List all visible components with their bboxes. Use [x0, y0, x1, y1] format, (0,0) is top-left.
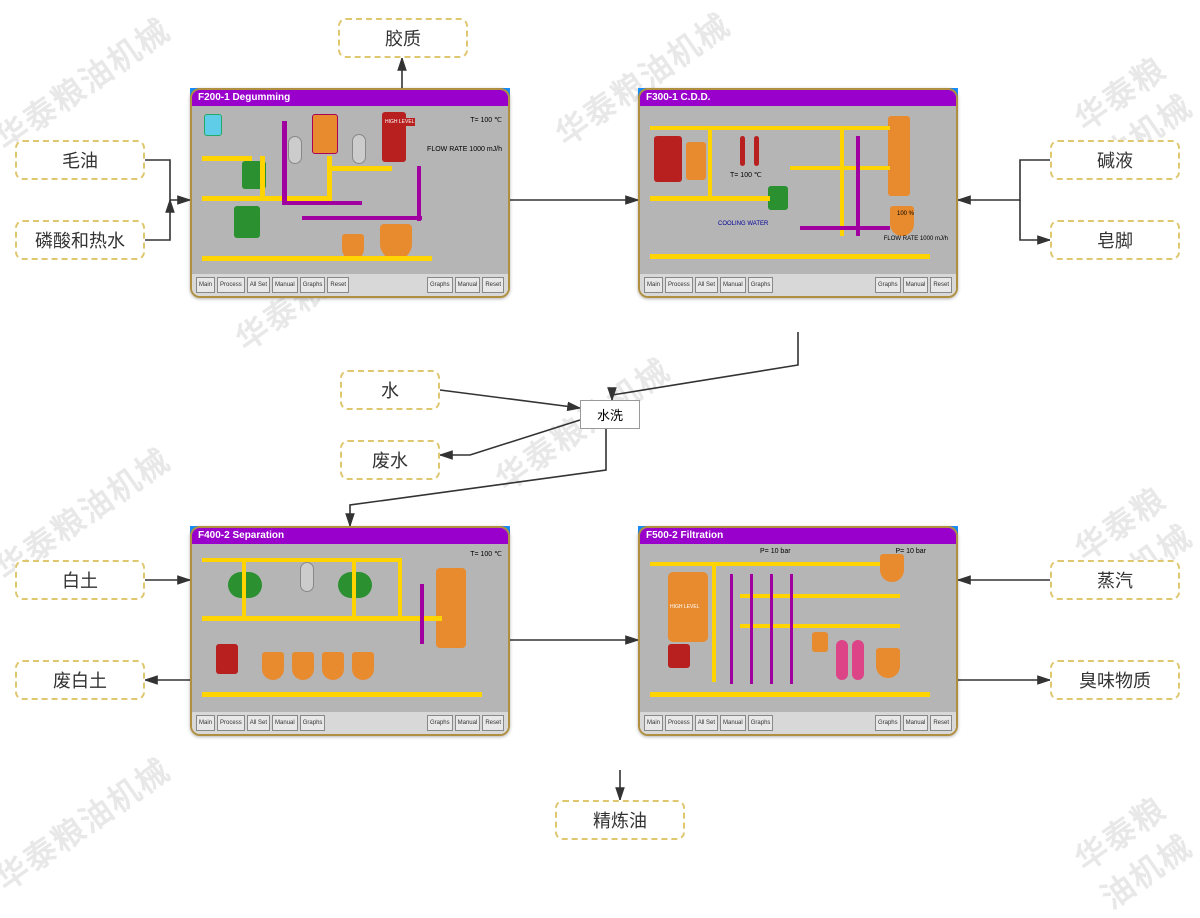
hmi-btn[interactable]: Reset	[327, 277, 349, 293]
hmi-flow: FLOW RATE 1000 mJ/h	[884, 236, 948, 242]
hmi-flow: FLOW RATE 1000 mJ/h	[427, 146, 502, 153]
hmi-btn[interactable]: Graphs	[748, 277, 774, 293]
stage-decoloring: F400-2 Separation T= 100 ℃ Main Process	[190, 526, 510, 560]
hmi-body: T= 100 ℃ FLOW RATE 1000 mJ/h HIGH LEVEL	[192, 106, 508, 274]
hmi-level: 100 %	[897, 211, 914, 217]
io-soapstock: 皂脚	[1050, 220, 1180, 260]
hmi-btn[interactable]: Manual	[455, 715, 481, 731]
hmi-btn[interactable]: Main	[196, 715, 215, 731]
hmi-body: T= 100 ℃	[192, 544, 508, 712]
hmi-temp: T= 100 ℃	[470, 116, 502, 124]
hmi-high-level: HIGH LEVEL	[670, 604, 699, 610]
io-alkali: 碱液	[1050, 140, 1180, 180]
hmi-btn[interactable]: Graphs	[300, 715, 326, 731]
hmi-footer: Main Process All Set Manual Graphs Graph…	[640, 712, 956, 734]
hmi-header: F500-2 Filtration	[640, 528, 956, 544]
hmi-btn[interactable]: Graphs	[875, 277, 901, 293]
hmi-btn[interactable]: All Set	[695, 715, 718, 731]
hmi-btn[interactable]: Reset	[482, 277, 504, 293]
hmi-btn[interactable]: Process	[217, 715, 245, 731]
hmi-panel-deacid[interactable]: F300-1 C.D.D. T= 100 ℃ FLOW RATE 1000 mJ…	[638, 88, 958, 298]
hmi-btn[interactable]: Graphs	[427, 277, 453, 293]
hmi-btn[interactable]: Manual	[903, 277, 929, 293]
hmi-pressure: P= 10 bar	[895, 548, 926, 555]
hmi-btn[interactable]: Manual	[455, 277, 481, 293]
hmi-btn[interactable]: All Set	[247, 277, 270, 293]
hmi-footer: Main Process All Set Manual Graphs Graph…	[192, 712, 508, 734]
hmi-btn[interactable]: Graphs	[748, 715, 774, 731]
hmi-btn[interactable]: Manual	[720, 277, 746, 293]
hmi-btn[interactable]: Graphs	[875, 715, 901, 731]
hmi-high-level: HIGH LEVEL	[384, 118, 415, 126]
io-clay: 白土	[15, 560, 145, 600]
io-gum: 胶质	[338, 18, 468, 58]
hmi-btn[interactable]: Manual	[272, 715, 298, 731]
wash-node: 水洗	[580, 400, 640, 429]
stage-deodorization: F500-2 Filtration P= 10 bar P= 10 bar HI…	[638, 526, 958, 560]
hmi-temp: T= 100 ℃	[730, 171, 762, 179]
hmi-body: P= 10 bar P= 10 bar HIGH LEVEL	[640, 544, 956, 712]
io-crude-oil: 毛油	[15, 140, 145, 180]
hmi-btn[interactable]: Main	[196, 277, 215, 293]
hmi-btn[interactable]: Reset	[482, 715, 504, 731]
watermark: 华泰粮油机械	[0, 746, 179, 901]
watermark: 华泰粮油机械	[0, 6, 179, 161]
hmi-btn[interactable]: Process	[665, 277, 693, 293]
hmi-footer: Main Process All Set Manual Graphs Graph…	[640, 274, 956, 296]
io-spent-clay: 废白土	[15, 660, 145, 700]
hmi-btn[interactable]: Process	[217, 277, 245, 293]
hmi-btn[interactable]: Main	[644, 715, 663, 731]
hmi-temp: T= 100 ℃	[470, 550, 502, 558]
io-steam: 蒸汽	[1050, 560, 1180, 600]
hmi-header: F300-1 C.D.D.	[640, 90, 956, 106]
io-acid-hotwater: 磷酸和热水	[15, 220, 145, 260]
hmi-btn[interactable]: Graphs	[427, 715, 453, 731]
hmi-btn[interactable]: Manual	[720, 715, 746, 731]
io-odor: 臭味物质	[1050, 660, 1180, 700]
io-water: 水	[340, 370, 440, 410]
hmi-footer: Main Process All Set Manual Graphs Reset…	[192, 274, 508, 296]
hmi-panel-deodor[interactable]: F500-2 Filtration P= 10 bar P= 10 bar HI…	[638, 526, 958, 736]
stage-degumming: F200-1 Degumming T= 100 ℃ FLOW RATE 1000…	[190, 88, 510, 122]
hmi-header: F400-2 Separation	[192, 528, 508, 544]
hmi-btn[interactable]: Main	[644, 277, 663, 293]
hmi-btn[interactable]: Manual	[903, 715, 929, 731]
hmi-btn[interactable]: Graphs	[300, 277, 326, 293]
hmi-header: F200-1 Degumming	[192, 90, 508, 106]
hmi-btn[interactable]: Process	[665, 715, 693, 731]
hmi-panel-degumming[interactable]: F200-1 Degumming T= 100 ℃ FLOW RATE 1000…	[190, 88, 510, 298]
hmi-btn[interactable]: Reset	[930, 715, 952, 731]
hmi-btn[interactable]: All Set	[695, 277, 718, 293]
hmi-pressure: P= 10 bar	[760, 548, 791, 555]
io-wastewater: 废水	[340, 440, 440, 480]
hmi-body: T= 100 ℃ FLOW RATE 1000 mJ/h 100 % COOLI…	[640, 106, 956, 274]
io-refined-oil: 精炼油	[555, 800, 685, 840]
hmi-panel-decolor[interactable]: F400-2 Separation T= 100 ℃ Main Process	[190, 526, 510, 736]
hmi-btn[interactable]: Manual	[272, 277, 298, 293]
stage-deacidification: F300-1 C.D.D. T= 100 ℃ FLOW RATE 1000 mJ…	[638, 88, 958, 122]
hmi-btn[interactable]: All Set	[247, 715, 270, 731]
hmi-btn[interactable]: Reset	[930, 277, 952, 293]
